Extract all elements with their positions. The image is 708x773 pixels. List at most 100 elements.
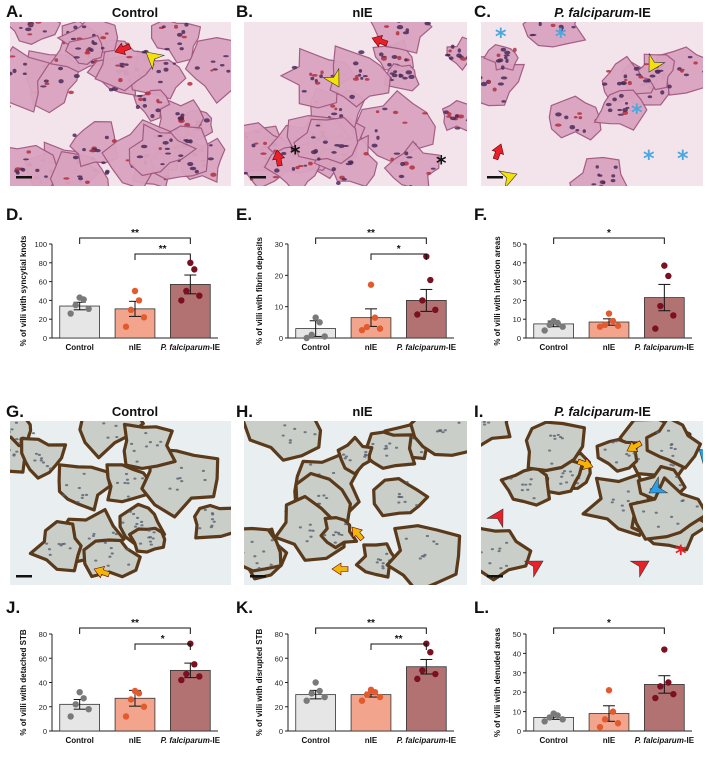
data-point [308,690,315,697]
significance-bracket [134,643,191,650]
data-point [321,693,328,701]
x-tick-label: P. falciparum-IE [397,736,457,745]
data-point [652,694,659,702]
data-point [367,281,375,288]
significance-bracket [315,237,427,244]
data-point [127,696,135,703]
data-point [609,708,617,715]
y-tick-label: 80 [39,259,47,268]
data-point [358,697,366,704]
data-point [358,326,366,334]
data-point [76,294,83,301]
panel-letter-b: B. [236,2,253,21]
data-point [140,314,148,321]
scale-bar-icon [250,176,266,179]
x-tick-label: Control [301,343,329,352]
chart-d: 0 20 40 60 80 100 % of villi with syncytial kn… [0,222,230,374]
y-axis-label: % of villi with disrupted STB [255,629,264,737]
data-point [541,327,548,334]
data-point [419,667,426,674]
x-tick-label: P. falciparum-IE [635,343,695,352]
data-point [559,323,566,330]
data-point [127,306,135,313]
data-point [316,319,323,326]
asterisk-icon: * [436,151,447,175]
red-arrowhead-icon [523,560,544,578]
panel-title-c: P. falciparum-IE [554,5,651,20]
data-point [605,687,613,694]
data-point [432,306,439,313]
y-axis-label: % of villi with denuded areas [493,627,502,737]
data-point [122,713,130,720]
data-point [605,310,613,317]
micrograph-h [244,421,467,585]
significance-bracket [370,253,427,260]
x-tick-label: nIE [603,343,616,352]
y-tick-label: 40 [275,679,283,688]
significance-bracket [79,237,191,244]
significance-label: ** [367,228,375,239]
red-arrow-icon [114,42,132,55]
y-tick-label: 50 [513,630,521,639]
significance-bracket [315,627,427,634]
micrograph-a [10,22,231,186]
data-point [76,689,83,696]
panel-title-g: Control [111,404,159,419]
significance-label: ** [131,618,139,629]
y-tick-label: 40 [513,259,521,268]
chart-e: 0 10 20 30 % of villi with fibrin deposits Co… [236,222,466,374]
data-point [657,683,664,690]
orange-arrow-icon [626,440,643,453]
red-arrowhead-icon [629,560,650,578]
y-tick-label: 60 [39,278,47,287]
yellow-arrowhead-icon [322,67,340,88]
red-arrowhead-icon [486,508,504,529]
significance-label: * [607,618,611,629]
orange-arrow-icon [576,457,594,470]
asterisk-icon: * [643,147,655,172]
asterisk-icon: * [675,542,687,567]
panel-title-b: nIE [352,5,373,20]
orange-arrow-icon [331,562,349,576]
data-point [135,297,143,304]
x-tick-label: nIE [129,736,142,745]
data-point [72,301,79,309]
data-point [183,670,190,678]
data-point [308,331,315,339]
data-point [80,695,87,702]
yellow-arrowhead-icon [497,170,518,186]
data-point [559,716,566,723]
data-point [601,716,609,723]
y-tick-label: 0 [43,334,47,343]
x-tick-label: Control [301,736,329,745]
significance-label: * [607,228,611,239]
data-point [131,687,139,695]
data-point [122,323,130,330]
data-point [131,287,139,295]
orange-arrow-icon [351,526,365,542]
x-tick-label: nIE [365,343,378,352]
y-tick-label: 20 [39,315,47,324]
data-point [614,322,622,329]
chart-k: 0 20 40 60 80 % of villi with disrupted STB Co… [236,612,466,767]
significance-label: ** [131,228,139,239]
x-tick-label: Control [65,736,93,745]
y-tick-label: 20 [39,703,47,712]
y-tick-label: 30 [513,669,521,678]
panel-letter-i: I. [474,402,484,421]
panel-letter-g: G. [6,402,24,421]
panel-letter-c: C. [474,2,491,21]
data-point [85,705,92,713]
data-point [419,297,426,304]
asterisk-icon: * [290,141,301,165]
chart-f: 0 10 20 30 40 50 % of villi with infection are… [474,222,704,374]
y-tick-label: 80 [39,630,47,639]
y-tick-label: 10 [513,315,521,324]
y-tick-label: 0 [517,334,521,343]
y-tick-label: 20 [513,296,521,305]
data-point [614,720,622,727]
significance-label: ** [395,634,403,645]
panel-letter-a: A. [6,2,23,21]
asterisk-icon: * [631,101,643,126]
data-point [191,661,198,668]
